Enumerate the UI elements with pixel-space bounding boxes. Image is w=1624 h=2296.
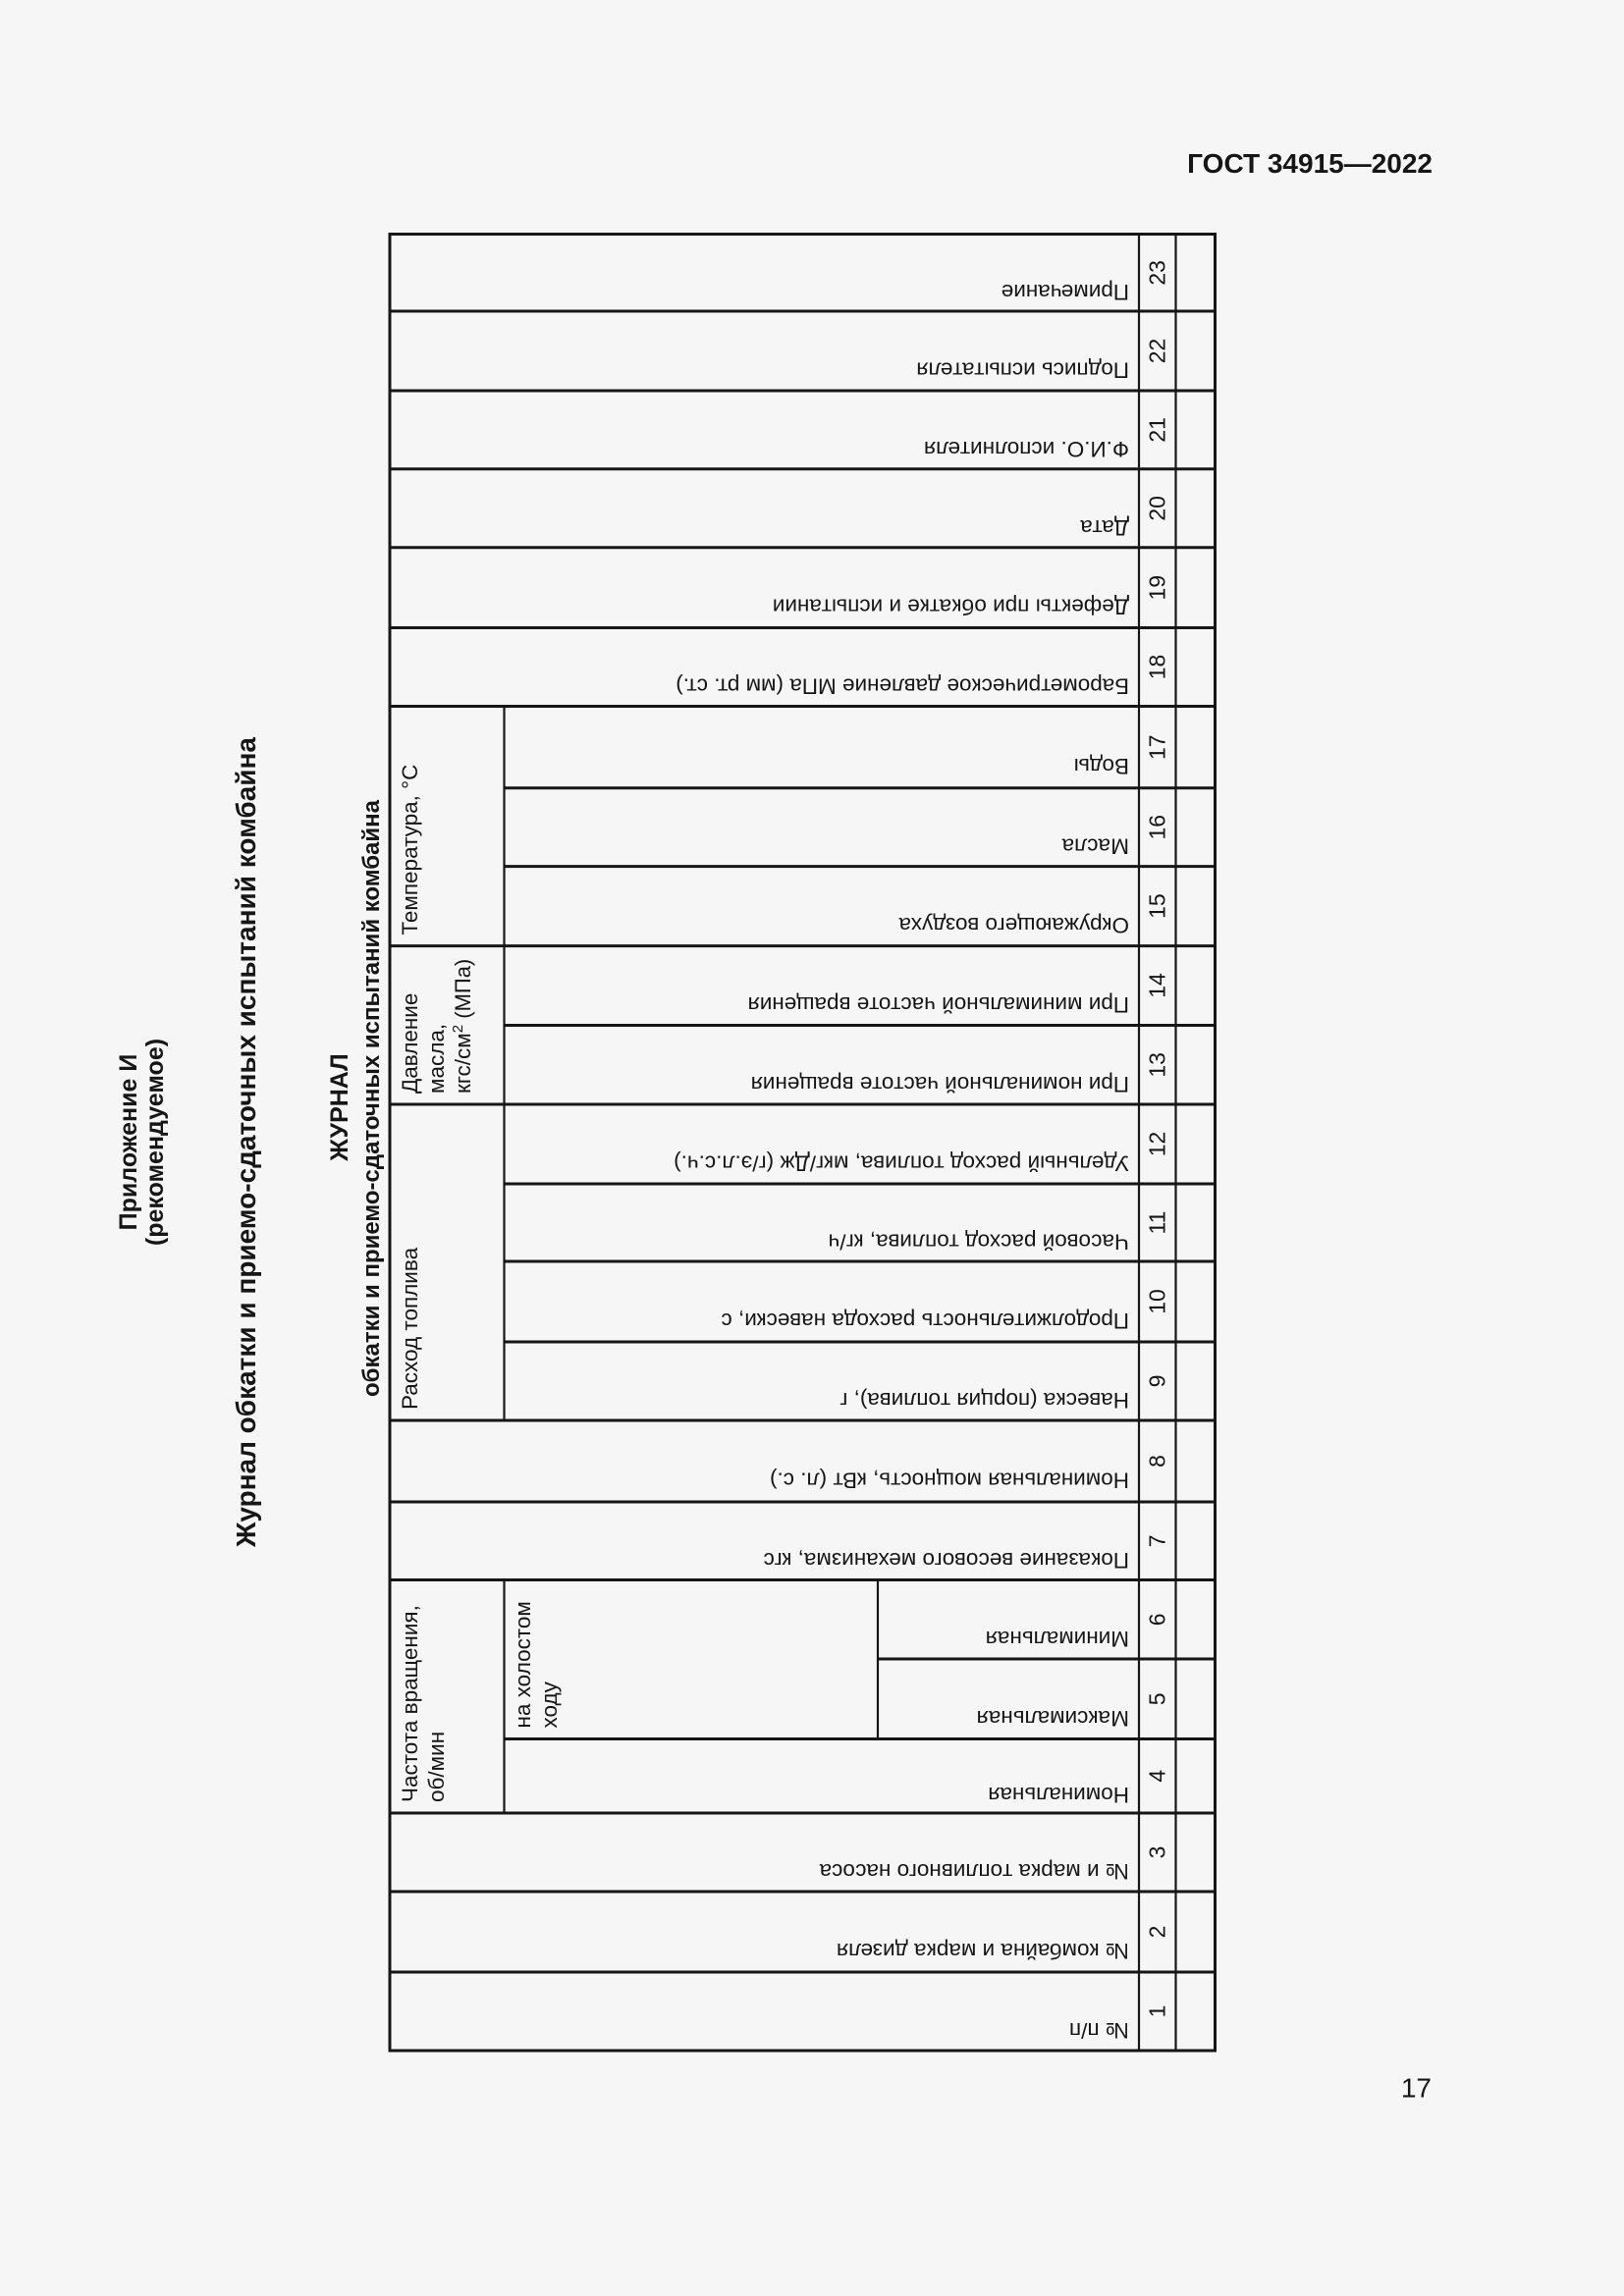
- svg-text:ГОСТ 34915—2022: ГОСТ 34915—2022: [1187, 148, 1433, 179]
- svg-text:Приложение И: Приложение И: [115, 1054, 142, 1231]
- svg-text:Номинальная: Номинальная: [988, 1783, 1129, 1807]
- svg-text:14: 14: [1145, 973, 1170, 998]
- svg-text:Продолжительность расхода наве: Продолжительность расхода навески, с: [722, 1308, 1130, 1333]
- svg-text:10: 10: [1145, 1289, 1170, 1314]
- svg-text:Номинальная мощность, кВт (л.: Номинальная мощность, кВт (л. с.): [770, 1468, 1129, 1493]
- svg-text:20: 20: [1145, 496, 1170, 521]
- svg-text:6: 6: [1145, 1613, 1170, 1626]
- svg-text:Максимальная: Максимальная: [977, 1706, 1129, 1731]
- svg-text:Масла: Масла: [1061, 834, 1129, 859]
- svg-text:17: 17: [1145, 734, 1170, 760]
- svg-text:Расход топлива: Расход топлива: [398, 1247, 422, 1410]
- svg-text:на холостом: на холостом: [511, 1601, 535, 1728]
- svg-text:9: 9: [1145, 1375, 1170, 1388]
- svg-text:об/мин: об/мин: [424, 1732, 449, 1802]
- svg-text:Часовой расход топлива, кг/ч: Часовой расход топлива, кг/ч: [829, 1230, 1129, 1255]
- svg-text:17: 17: [1401, 2073, 1432, 2104]
- svg-text:5: 5: [1145, 1692, 1170, 1705]
- svg-text:2: 2: [1145, 1926, 1170, 1939]
- svg-text:Ф.И.О. исполнителя: Ф.И.О. исполнителя: [924, 437, 1129, 461]
- svg-text:22: 22: [1145, 339, 1170, 364]
- svg-text:4: 4: [1145, 1770, 1170, 1783]
- svg-text:При минимальной частоте вращен: При минимальной частоте вращения: [748, 992, 1129, 1017]
- svg-text:Минимальная: Минимальная: [986, 1627, 1129, 1651]
- svg-text:7: 7: [1145, 1534, 1170, 1547]
- svg-text:Дата: Дата: [1080, 515, 1129, 540]
- svg-text:Показание весового механизма,: Показание весового механизма, кгс: [764, 1548, 1129, 1573]
- svg-text:№ комбайна и марка дизеля: № комбайна и марка дизеля: [837, 1939, 1129, 1963]
- svg-text:3: 3: [1145, 1846, 1170, 1859]
- svg-text:8: 8: [1145, 1455, 1170, 1468]
- svg-text:Примечание: Примечание: [1001, 280, 1129, 304]
- svg-text:кгс/см2 (МПа): кгс/см2 (МПа): [450, 959, 475, 1094]
- svg-text:19: 19: [1145, 575, 1170, 601]
- svg-text:Воды: Воды: [1074, 754, 1129, 778]
- svg-text:№ п/п: № п/п: [1069, 2018, 1129, 2043]
- svg-text:При номинальной частоте вращен: При номинальной частоте вращения: [751, 1072, 1129, 1096]
- svg-text:21: 21: [1145, 417, 1170, 443]
- svg-text:№ и марка топливного насоса: № и марка топливного насоса: [819, 1859, 1129, 1884]
- svg-text:13: 13: [1145, 1052, 1170, 1078]
- svg-text:1: 1: [1145, 2005, 1170, 2018]
- svg-text:ЖУРНАЛ: ЖУРНАЛ: [326, 1053, 353, 1161]
- svg-text:23: 23: [1145, 260, 1170, 286]
- svg-text:15: 15: [1145, 893, 1170, 919]
- svg-text:Дефекты при обкатке и испытани: Дефекты при обкатке и испытании: [773, 595, 1129, 619]
- svg-text:Журнал обкатки и приемо-сдаточ: Журнал обкатки и приемо-сдаточных испыта…: [231, 737, 261, 1548]
- svg-text:11: 11: [1145, 1211, 1170, 1235]
- svg-text:Окружающего воздуха: Окружающего воздуха: [898, 913, 1129, 937]
- svg-text:Подпись испытателя: Подпись испытателя: [916, 358, 1129, 383]
- svg-text:Барометрическое давление МПа (: Барометрическое давление МПа (мм рт. ст.…: [676, 674, 1129, 699]
- svg-text:Удельный расход топлива, мкг/Д: Удельный расход топлива, мкг/Дж (г/э.л.с…: [674, 1151, 1129, 1176]
- svg-text:Давление: Давление: [398, 993, 422, 1094]
- svg-text:16: 16: [1145, 815, 1170, 840]
- svg-text:обкатки и приемо-сдаточных исп: обкатки и приемо-сдаточных испытаний ком…: [358, 799, 385, 1397]
- svg-text:(рекомендуемое): (рекомендуемое): [141, 1039, 169, 1246]
- svg-text:Температура, °С: Температура, °С: [398, 765, 422, 935]
- svg-text:18: 18: [1145, 655, 1170, 680]
- svg-text:Частота вращения,: Частота вращения,: [398, 1605, 422, 1802]
- svg-text:12: 12: [1145, 1132, 1170, 1157]
- svg-text:ходу: ходу: [537, 1681, 562, 1728]
- svg-text:масла,: масла,: [424, 1024, 449, 1094]
- svg-text:Навеска (порция топлива), г: Навеска (порция топлива), г: [839, 1388, 1129, 1413]
